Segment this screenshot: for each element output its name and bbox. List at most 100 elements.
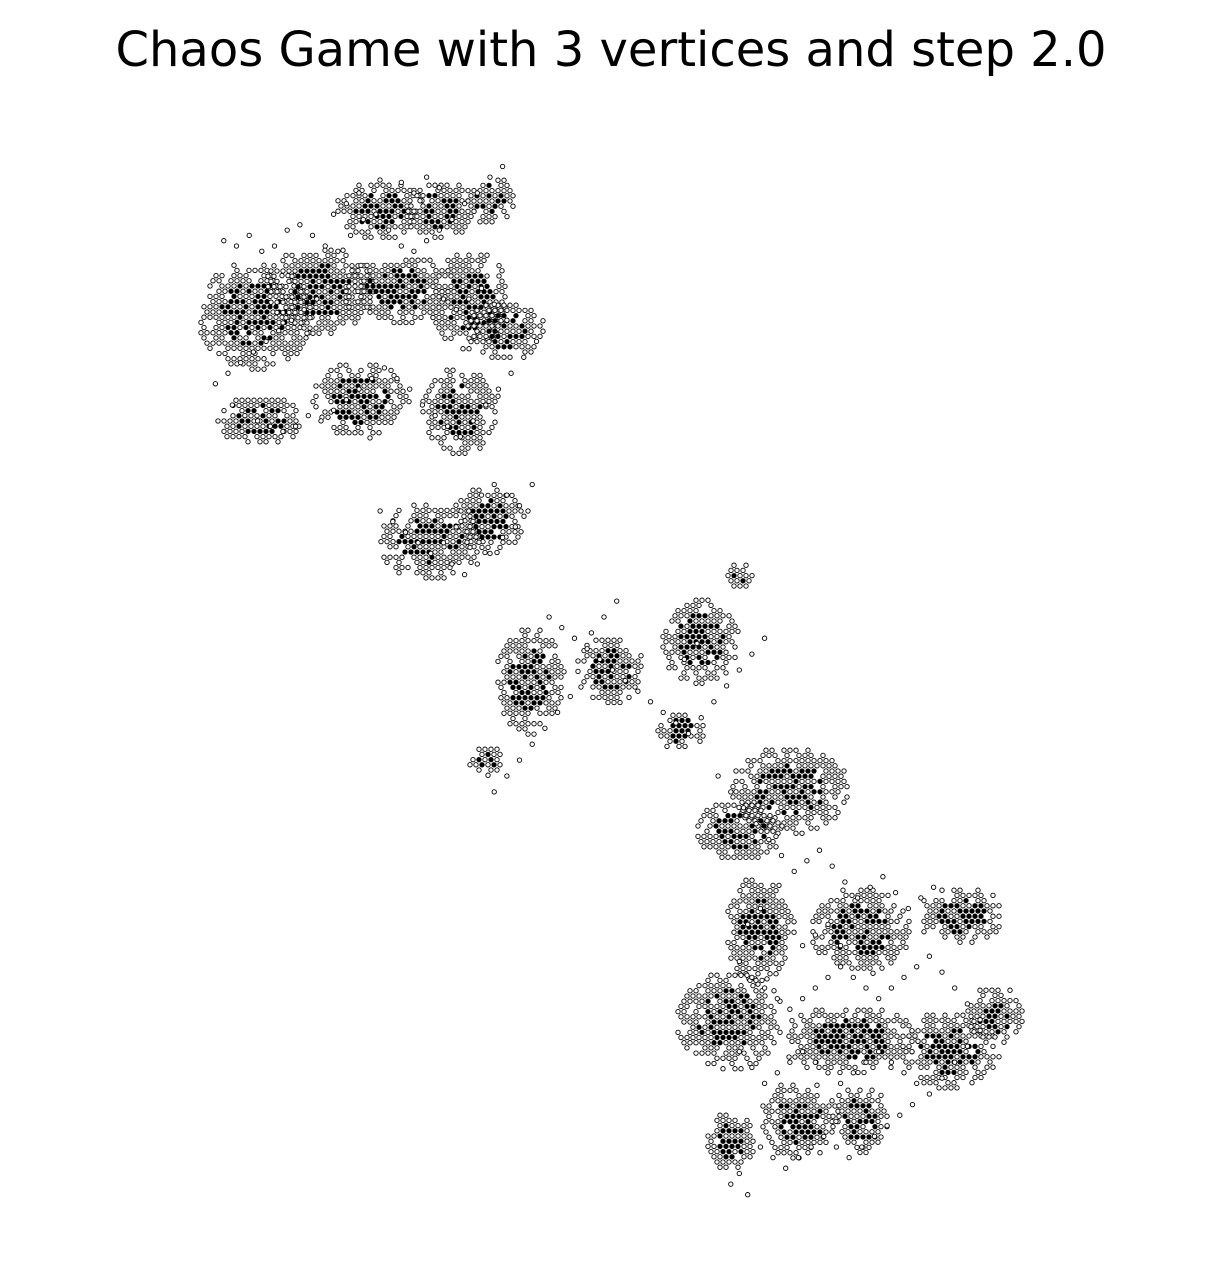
- data-point: [337, 362, 343, 368]
- data-point: [785, 919, 791, 925]
- data-point: [305, 412, 311, 419]
- data-point: [337, 315, 343, 321]
- data-point: [412, 283, 418, 289]
- data-point: [769, 768, 775, 774]
- data-point: [839, 1108, 845, 1114]
- data-point: [690, 993, 696, 999]
- data-point: [915, 1038, 921, 1044]
- data-point: [954, 1022, 960, 1029]
- data-point: [429, 198, 435, 204]
- data-point: [873, 944, 879, 951]
- data-point: [731, 854, 737, 860]
- data-point: [438, 528, 444, 534]
- data-point: [743, 583, 749, 589]
- data-point: [519, 679, 525, 685]
- data-point: [435, 403, 441, 410]
- data-point: [820, 752, 826, 759]
- data-point: [682, 722, 688, 729]
- data-point: [260, 423, 266, 429]
- data-point: [394, 262, 400, 269]
- data-point: [834, 949, 840, 956]
- data-point: [552, 643, 558, 649]
- data-point: [207, 345, 213, 351]
- data-point: [741, 1040, 747, 1046]
- data-point: [740, 567, 746, 574]
- data-point: [837, 903, 843, 909]
- data-point: [575, 668, 581, 675]
- data-point: [617, 699, 623, 706]
- data-point: [310, 268, 316, 274]
- data-point: [802, 794, 808, 800]
- data-point: [272, 433, 278, 440]
- data-point: [832, 804, 838, 811]
- data-point: [219, 304, 225, 310]
- data-point: [498, 684, 504, 691]
- data-point: [812, 932, 818, 938]
- data-point: [440, 540, 447, 546]
- data-point: [993, 929, 999, 935]
- data-point: [298, 309, 304, 316]
- data-point: [289, 252, 295, 259]
- data-point: [356, 203, 362, 209]
- data-point: [287, 428, 293, 435]
- data-point: [732, 623, 738, 629]
- data-point: [869, 1087, 875, 1093]
- data-point: [844, 794, 850, 800]
- data-point: [690, 1024, 696, 1030]
- data-point: [531, 679, 537, 685]
- data-point: [878, 1092, 884, 1099]
- data-point: [816, 908, 822, 914]
- data-point: [559, 624, 565, 631]
- data-point: [882, 918, 888, 925]
- data-point: [352, 320, 358, 326]
- data-point: [504, 643, 510, 649]
- data-point: [820, 794, 826, 800]
- data-point: [745, 921, 751, 928]
- data-point: [423, 564, 429, 571]
- data-point: [525, 658, 531, 665]
- data-point: [207, 314, 213, 320]
- data-point: [465, 393, 471, 399]
- data-point: [829, 1129, 835, 1135]
- data-point: [688, 722, 694, 729]
- data-point: [678, 675, 684, 681]
- data-point: [380, 203, 386, 209]
- data-point: [711, 1133, 717, 1139]
- data-point: [758, 893, 764, 899]
- data-point: [294, 350, 300, 357]
- data-point: [1001, 1039, 1007, 1045]
- data-point: [736, 958, 742, 965]
- data-point: [876, 939, 882, 945]
- data-point: [525, 508, 531, 514]
- data-point: [537, 710, 543, 716]
- data-point: [954, 1074, 960, 1081]
- data-point: [319, 283, 325, 290]
- data-point: [998, 1013, 1004, 1019]
- data-point: [483, 393, 489, 399]
- data-point: [549, 689, 555, 696]
- data-point: [478, 294, 484, 300]
- data-point: [945, 1080, 951, 1086]
- data-point: [790, 783, 796, 790]
- data-point: [491, 481, 497, 488]
- data-point: [842, 1103, 848, 1109]
- data-point: [876, 949, 882, 956]
- data-point: [240, 278, 246, 284]
- data-point: [216, 278, 222, 284]
- data-point: [759, 998, 765, 1004]
- data-point: [391, 278, 397, 284]
- data-point: [799, 757, 805, 764]
- data-point: [510, 715, 516, 722]
- data-point: [775, 1150, 781, 1156]
- data-point: [519, 323, 525, 329]
- data-point: [316, 289, 322, 295]
- data-point: [779, 908, 785, 915]
- data-point: [767, 844, 773, 850]
- data-point: [840, 929, 846, 935]
- data-point: [215, 418, 221, 424]
- data-point: [885, 944, 891, 951]
- data-point: [292, 423, 299, 429]
- data-point: [820, 773, 826, 779]
- data-point: [507, 700, 513, 706]
- data-point: [466, 296, 472, 302]
